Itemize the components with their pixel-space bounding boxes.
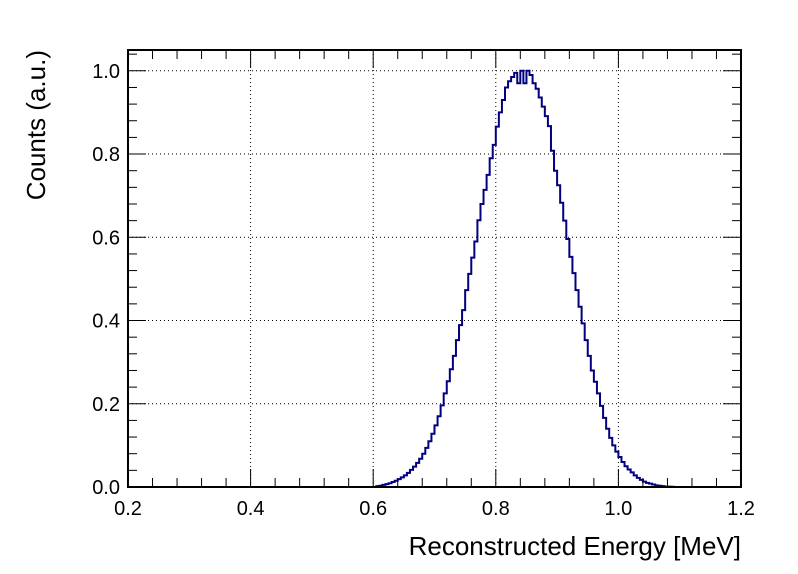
x-tick-label: 0.6 — [359, 498, 387, 520]
y-tick-label: 0.6 — [92, 227, 120, 249]
y-tick-label: 0.0 — [92, 477, 120, 499]
x-tick-label: 0.2 — [114, 498, 142, 520]
histogram-series — [128, 69, 741, 488]
axis-ticks — [127, 50, 742, 488]
x-tick-label: 1.2 — [727, 498, 755, 520]
plot-frame — [127, 49, 742, 488]
y-tick-label: 1.0 — [92, 61, 120, 83]
x-tick-label: 0.4 — [237, 498, 265, 520]
grid-lines — [128, 50, 741, 487]
y-axis-title: Counts (a.u.) — [21, 50, 51, 200]
x-tick-labels: 0.2 0.4 0.6 0.8 1.0 1.2 — [114, 498, 755, 520]
y-tick-label: 0.4 — [92, 311, 120, 333]
y-tick-label: 0.2 — [92, 394, 120, 416]
histogram-step-line — [128, 69, 741, 488]
x-tick-label: 0.8 — [482, 498, 510, 520]
y-tick-labels: 0.0 0.2 0.4 0.6 0.8 1.0 — [92, 61, 120, 499]
x-tick-label: 1.0 — [604, 498, 632, 520]
y-tick-label: 0.8 — [92, 144, 120, 166]
x-axis-title: Reconstructed Energy [MeV] — [409, 531, 741, 561]
